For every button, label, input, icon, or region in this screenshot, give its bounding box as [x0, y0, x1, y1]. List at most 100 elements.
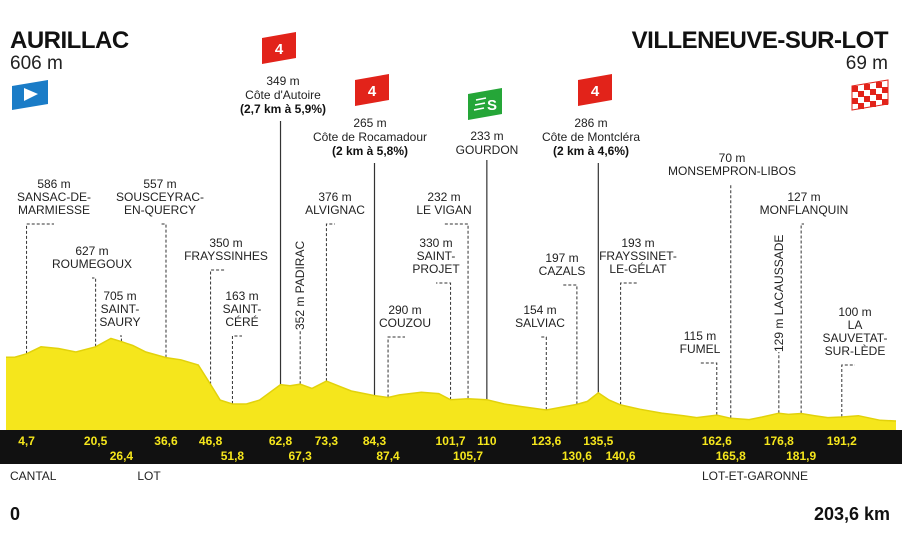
km-marker-label: 4,7	[18, 434, 35, 448]
km-marker-label: 191,2	[827, 434, 857, 448]
place-marker: 129 m LACAUSSADE	[772, 235, 786, 352]
climb-altitude: 265 m	[353, 116, 386, 130]
region-label: CANTAL	[10, 469, 57, 483]
place-label: 129 m LACAUSSADE	[772, 235, 786, 352]
climb-altitude: 286 m	[574, 116, 607, 130]
place-altitude: 100 m	[838, 305, 871, 319]
climb-name: Côte d'Autoire	[245, 88, 321, 102]
place-leader-line	[231, 335, 242, 404]
km-marker-label: 84,3	[363, 434, 387, 448]
place-marker: 232 mLE VIGAN	[416, 190, 471, 217]
place-leader-line	[620, 282, 638, 405]
place-label: 352 m PADIRAC	[293, 241, 307, 330]
climb-altitude: 349 m	[266, 74, 299, 88]
svg-text:4: 4	[275, 41, 284, 58]
place-leader-line	[444, 223, 469, 399]
place-name: MONFLANQUIN	[760, 203, 849, 217]
km-marker-label: 87,4	[376, 449, 400, 463]
place-altitude: 330 m	[419, 236, 452, 250]
km-marker-label: 123,6	[531, 434, 561, 448]
place-leader-line	[700, 362, 718, 416]
km-marker-label: 176,8	[764, 434, 794, 448]
distance-start-label: 0	[10, 504, 20, 524]
start-town-altitude: 606 m	[10, 53, 63, 74]
km-marker-label: 110	[477, 434, 497, 448]
place-name: SALVIAC	[515, 316, 565, 330]
place-leader-line	[540, 336, 547, 410]
place-altitude: 127 m	[787, 190, 820, 204]
place-name: SOUSCEYRAC-	[116, 190, 204, 204]
sprint-icon: S	[468, 88, 502, 120]
km-marker-label: 36,6	[154, 434, 178, 448]
km-marker-label: 101,7	[436, 434, 466, 448]
place-leader-line	[325, 223, 335, 382]
place-name: MARMIESSE	[18, 203, 90, 217]
place-leader-line	[92, 277, 97, 347]
place-name: FRAYSSINHES	[184, 249, 268, 263]
climb-name: Côte de Montcléra	[542, 130, 640, 144]
place-leader-line	[841, 364, 855, 417]
place-leader-line	[120, 335, 122, 342]
climb-name: Côte de Rocamadour	[313, 130, 427, 144]
km-marker-label: 26,4	[110, 449, 134, 463]
svg-text:S: S	[487, 97, 497, 114]
finish-town-altitude: 69 m	[846, 53, 888, 74]
region-label: LOT	[137, 469, 161, 483]
place-name: LE-GÉLAT	[609, 261, 667, 276]
km-band	[0, 430, 902, 464]
place-altitude: 350 m	[209, 236, 242, 250]
place-altitude: 197 m	[545, 251, 578, 265]
sprint-altitude: 233 m	[470, 129, 503, 143]
start-town-name: AURILLAC	[10, 27, 129, 54]
place-leader-line	[26, 223, 54, 354]
place-altitude: 154 m	[523, 303, 556, 317]
place-altitude: 586 m	[37, 177, 70, 191]
place-altitude: 376 m	[318, 190, 351, 204]
place-altitude: 627 m	[75, 244, 108, 258]
place-altitude: 557 m	[143, 177, 176, 191]
climb-detail: (2,7 km à 5,9%)	[240, 102, 326, 116]
place-leader-line	[387, 336, 405, 398]
place-altitude: 163 m	[225, 289, 258, 303]
climb-cat4-icon: 4	[262, 32, 296, 64]
sprint-name: GOURDON	[456, 143, 519, 157]
place-name: LE VIGAN	[416, 203, 471, 217]
place-leader-line	[160, 223, 167, 358]
km-marker-label: 181,9	[786, 449, 816, 463]
place-name: CAZALS	[539, 264, 586, 278]
place-altitude: 290 m	[388, 303, 421, 317]
place-name: SAURY	[99, 315, 140, 329]
region-label: LOT-ET-GARONNE	[702, 469, 808, 483]
km-marker-label: 62,8	[269, 434, 293, 448]
km-marker-label: 130,6	[562, 449, 592, 463]
place-leader-line	[800, 223, 804, 414]
place-name: COUZOU	[379, 316, 431, 330]
place-name: SAINT-	[417, 249, 456, 263]
place-name: FUMEL	[680, 342, 721, 356]
svg-text:4: 4	[591, 83, 600, 100]
distance-total-label: 203,6 km	[814, 504, 890, 524]
place-name: SAINT-	[101, 302, 140, 316]
km-marker-label: 73,3	[315, 434, 339, 448]
place-marker: 352 m PADIRAC	[293, 241, 307, 330]
finish-town-name: VILLENEUVE-SUR-LOT	[632, 27, 889, 54]
place-leader-line	[210, 269, 226, 385]
place-altitude: 115 m	[684, 329, 716, 343]
place-altitude: 705 m	[103, 289, 136, 303]
place-leader-line	[730, 184, 732, 419]
place-leader-line	[436, 282, 452, 400]
